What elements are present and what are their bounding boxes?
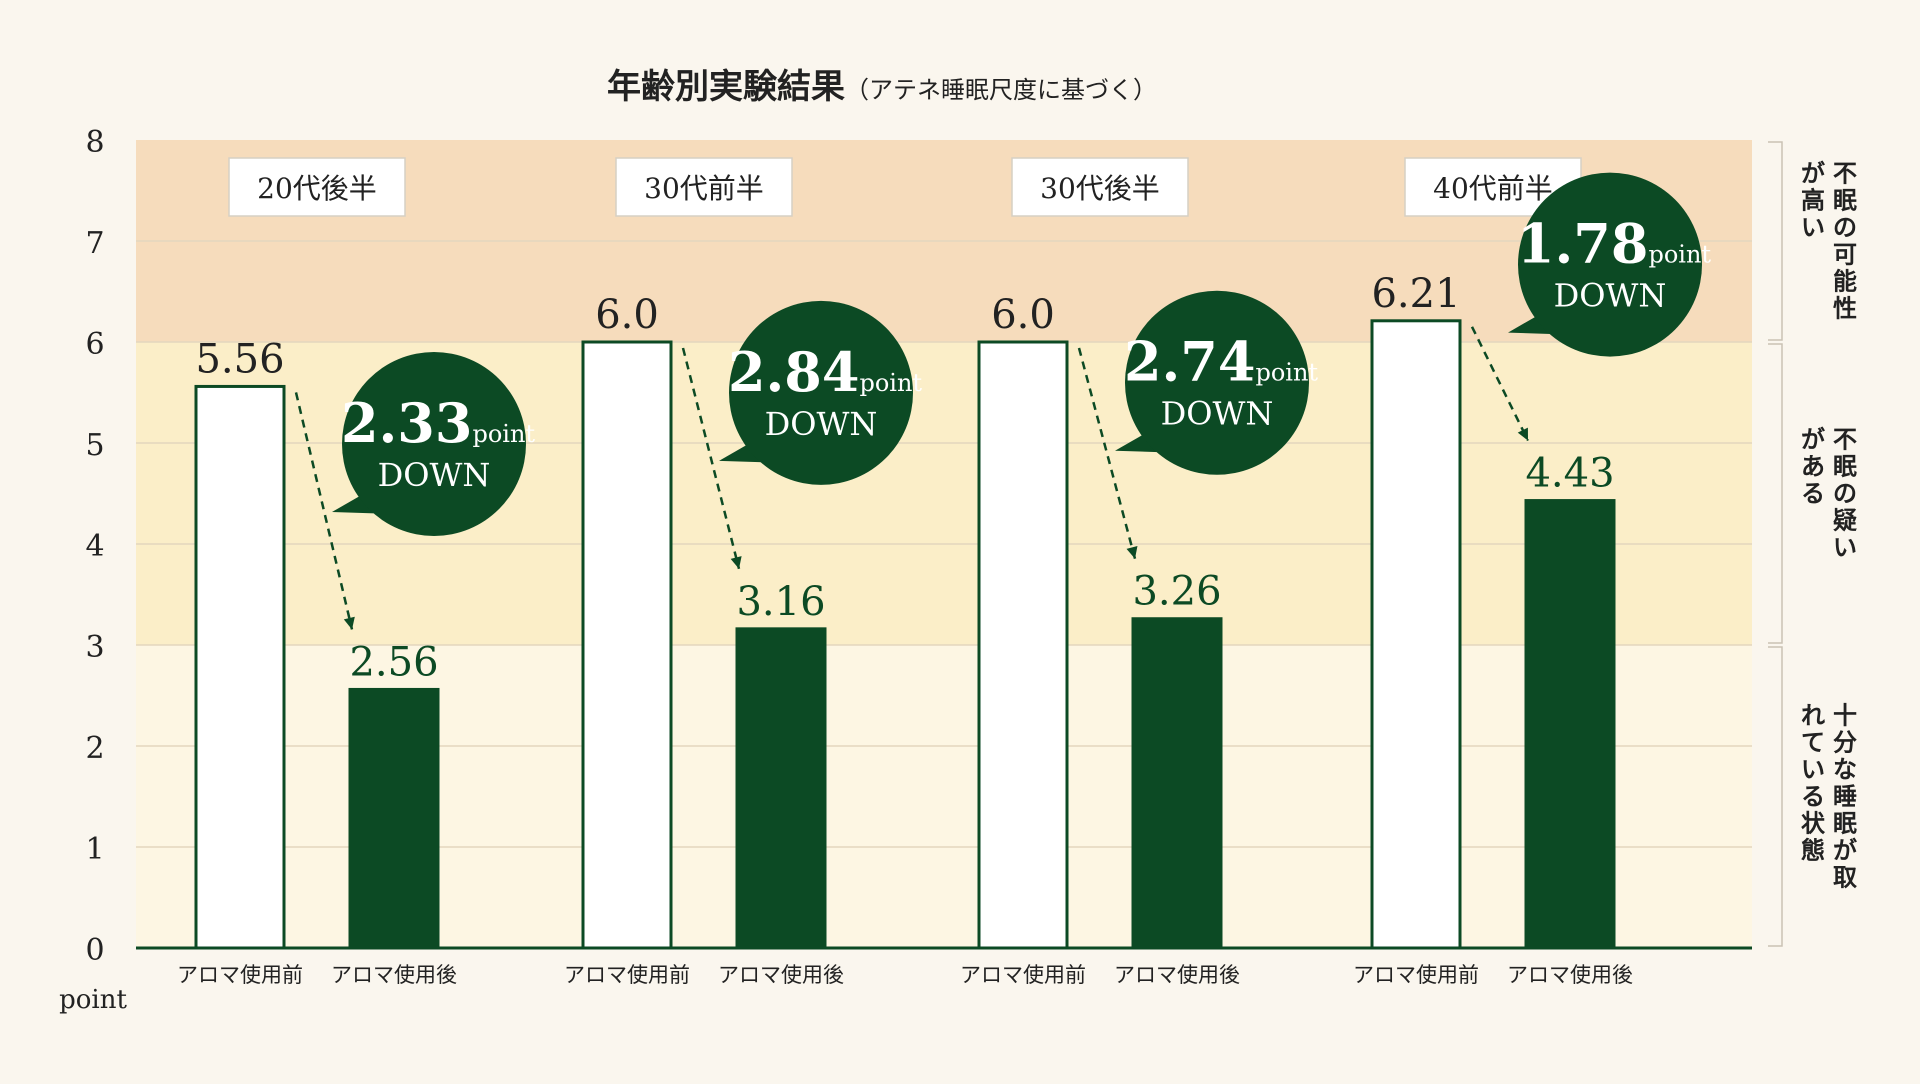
x-tick-label: アロマ使用前 — [177, 963, 303, 987]
diff-bubble — [729, 300, 913, 485]
zone-bracket-2 — [1768, 646, 1783, 947]
change-arrowhead — [1126, 545, 1138, 559]
x-tick-label: アロマ使用後 — [718, 963, 844, 987]
zone-label-2: 十分な睡眠が取れている状態 — [1801, 701, 1857, 892]
change-arrowhead — [730, 556, 742, 569]
bar-before — [581, 340, 673, 950]
data-label: 5.56 — [195, 336, 284, 382]
bar-before — [194, 384, 286, 950]
data-label: 2.56 — [349, 639, 438, 685]
y-tick-label: 8 — [85, 125, 104, 160]
diff-bubble — [1518, 172, 1702, 357]
y-tick-label: 4 — [85, 529, 104, 564]
group-label: 30代後半 — [1040, 172, 1160, 205]
zone-label-0: 不眠の可能性が高い — [1801, 159, 1857, 323]
diff-word: DOWN — [765, 405, 878, 443]
diff-unit: point — [1255, 359, 1318, 387]
change-arrow — [294, 392, 354, 630]
diff-word: DOWN — [1554, 277, 1667, 315]
x-tick-label: アロマ使用前 — [564, 963, 690, 987]
zone-bracket-1 — [1768, 343, 1783, 644]
diff-bubble — [342, 352, 526, 536]
bar-before — [977, 340, 1069, 950]
y-tick-label: 1 — [85, 832, 104, 867]
data-label: 6.21 — [1371, 271, 1460, 317]
group-label-box — [1011, 157, 1189, 217]
bar-after — [348, 687, 440, 950]
bar-before — [1370, 319, 1462, 950]
data-label: 6.0 — [595, 292, 659, 338]
change-arrow — [681, 347, 741, 570]
y-tick-label: 0 — [85, 933, 104, 968]
data-label: 3.26 — [1132, 569, 1221, 615]
diff-bubble — [1125, 290, 1309, 475]
y-tick-label: 3 — [85, 630, 104, 665]
bar-after — [1131, 617, 1223, 950]
group-label-box — [228, 157, 406, 217]
x-tick-label: アロマ使用前 — [960, 963, 1086, 987]
y-unit-label: point — [59, 985, 127, 1015]
group-label-box — [615, 157, 793, 217]
zone-bracket-0 — [1768, 141, 1783, 341]
y-tick-label: 5 — [85, 428, 104, 463]
diff-unit: point — [1648, 241, 1711, 269]
group-label: 40代前半 — [1433, 172, 1553, 205]
zone-label-1: 不眠の疑いがある — [1801, 425, 1857, 562]
data-label: 3.16 — [736, 579, 825, 625]
chart-title: 年齢別実験結果（アテネ睡眠尺度に基づく） — [607, 67, 1157, 107]
data-label: 4.43 — [1525, 451, 1614, 497]
data-label: 6.0 — [991, 292, 1055, 338]
change-arrow — [1470, 326, 1530, 442]
diff-word: DOWN — [378, 456, 491, 494]
y-tick-label: 6 — [85, 327, 104, 362]
diff-value: 1.78point — [1517, 212, 1711, 276]
group-label: 30代前半 — [644, 172, 764, 205]
change-arrowhead — [343, 616, 355, 630]
y-tick-label: 7 — [85, 226, 104, 261]
diff-value: 2.74point — [1124, 330, 1318, 394]
bar-after — [735, 627, 827, 950]
x-tick-label: アロマ使用後 — [331, 963, 457, 987]
x-tick-label: アロマ使用後 — [1114, 963, 1240, 987]
group-label: 20代後半 — [257, 172, 377, 205]
x-tick-label: アロマ使用前 — [1353, 963, 1479, 987]
diff-value: 2.84point — [728, 340, 922, 404]
diff-unit: point — [859, 369, 922, 397]
y-tick-label: 2 — [85, 731, 104, 766]
diff-unit: point — [472, 420, 535, 448]
chart-subtitle: （アテネ睡眠尺度に基づく） — [845, 76, 1157, 104]
change-arrowhead — [1517, 427, 1528, 441]
diff-word: DOWN — [1161, 395, 1274, 433]
bar-after — [1524, 499, 1616, 950]
diff-value: 2.33point — [341, 391, 535, 455]
x-tick-label: アロマ使用後 — [1507, 963, 1633, 987]
